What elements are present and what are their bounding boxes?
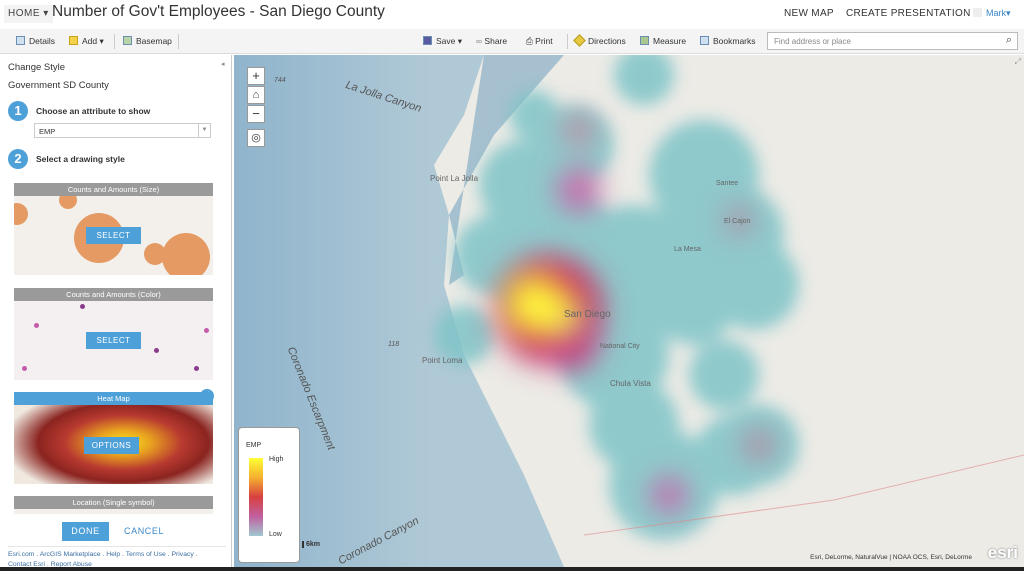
- scale-bar: 6km: [302, 541, 320, 548]
- home-menu[interactable]: HOME ▾: [4, 5, 53, 23]
- divider: [114, 34, 115, 49]
- home-extent-button[interactable]: ⌂: [247, 86, 265, 104]
- directions-icon: [573, 34, 586, 47]
- border-line: [583, 454, 1024, 536]
- footer-link[interactable]: Help: [106, 551, 121, 558]
- style-card-location[interactable]: Location (Single symbol): [14, 496, 213, 514]
- expand-icon[interactable]: ⤢: [1014, 57, 1021, 66]
- esri-logo: esri: [987, 543, 1018, 562]
- measure-icon: [640, 36, 649, 45]
- avatar: [973, 8, 982, 17]
- map-canvas: [234, 55, 1024, 567]
- step-2-badge: 2: [8, 149, 28, 169]
- map-view[interactable]: + ⌂ − ◎ 744 La Jolla Canyon Point La Jol…: [234, 55, 1024, 567]
- change-style-panel: Change Style ◂ Government SD County 1 Ch…: [0, 55, 232, 570]
- map-attribution: Esri, DeLorme, NaturalVue | NOAA OCS, Es…: [810, 554, 972, 561]
- app-header: HOME ▾ Number of Gov't Employees - San D…: [0, 0, 1024, 28]
- step-1-label: Choose an attribute to show: [36, 106, 151, 116]
- zoom-in-button[interactable]: +: [247, 67, 265, 85]
- user-name: Mark: [986, 8, 1006, 18]
- heat-hotspots: [494, 114, 775, 513]
- card-title: Heat Map: [14, 392, 213, 405]
- map-label: Point Loma: [422, 356, 463, 365]
- share-button[interactable]: ∞ Share: [476, 36, 508, 46]
- style-card-color[interactable]: Counts and Amounts (Color) SELECT: [14, 288, 213, 380]
- card-title: Counts and Amounts (Size): [14, 183, 213, 196]
- map-label: 744: [274, 77, 286, 84]
- step-2-label: Select a drawing style: [36, 154, 125, 164]
- map-label: National City: [600, 343, 640, 350]
- map-label: Santee: [716, 180, 739, 187]
- done-button[interactable]: DONE: [62, 522, 109, 541]
- map-label: San Diego: [564, 309, 611, 320]
- locate-icon: ◎: [251, 132, 261, 144]
- footer-link[interactable]: Report Abuse: [50, 561, 92, 568]
- cancel-button[interactable]: CANCEL: [124, 526, 165, 536]
- home-label: HOME: [8, 8, 40, 19]
- select-button[interactable]: SELECT: [86, 227, 141, 244]
- divider: [567, 34, 568, 49]
- bookmarks-button[interactable]: Bookmarks: [700, 36, 756, 46]
- legend-ramp: [249, 458, 263, 536]
- details-icon: [16, 36, 25, 45]
- directions-button[interactable]: Directions: [573, 34, 626, 47]
- details-button[interactable]: Details: [16, 36, 55, 46]
- footer-link[interactable]: Privacy: [171, 551, 194, 558]
- footer-link[interactable]: ArcGIS Marketplace: [39, 551, 101, 558]
- print-button[interactable]: ⎙ Print: [526, 36, 553, 46]
- panel-heading: Change Style: [8, 62, 66, 73]
- attribute-value: EMP: [39, 127, 56, 136]
- card-title: Location (Single symbol): [14, 496, 213, 509]
- search-input[interactable]: Find address or place ⌕: [767, 32, 1018, 50]
- footer-links: Esri.com . ArcGIS Marketplace . Help . T…: [8, 546, 226, 570]
- legend-low: Low: [269, 531, 282, 538]
- select-button[interactable]: SELECT: [86, 332, 141, 349]
- map-label: Point La Jolla: [430, 174, 479, 183]
- map-label: 118: [388, 341, 400, 348]
- footer-link[interactable]: Contact Esri: [8, 561, 46, 568]
- window-border: [0, 567, 1024, 571]
- save-button[interactable]: Save ▾: [423, 36, 462, 47]
- page-title: Number of Gov't Employees - San Diego Co…: [52, 3, 385, 20]
- map-label: La Mesa: [674, 246, 701, 253]
- user-menu[interactable]: Mark▾: [973, 8, 1011, 19]
- ocean: [234, 55, 564, 567]
- basemap-button[interactable]: Basemap: [123, 36, 172, 46]
- basemap-icon: [123, 36, 132, 45]
- style-card-size[interactable]: Counts and Amounts (Size) SELECT: [14, 183, 213, 275]
- save-icon: [423, 36, 432, 45]
- map-label: El Cajon: [724, 218, 751, 225]
- footer-link[interactable]: Esri.com: [8, 551, 35, 558]
- measure-button[interactable]: Measure: [640, 36, 686, 46]
- search-placeholder: Find address or place: [774, 37, 851, 46]
- collapse-icon[interactable]: ◂: [221, 61, 225, 68]
- locate-button[interactable]: ◎: [247, 129, 265, 147]
- chevron-down-icon: ▼: [198, 124, 210, 137]
- card-title: Counts and Amounts (Color): [14, 288, 213, 301]
- options-button[interactable]: OPTIONS: [84, 437, 139, 454]
- search-icon[interactable]: ⌕: [1005, 34, 1012, 46]
- new-map-link[interactable]: NEW MAP: [784, 8, 834, 19]
- zoom-out-button[interactable]: −: [247, 105, 265, 123]
- create-presentation-link[interactable]: CREATE PRESENTATION: [846, 8, 971, 19]
- legend: EMP High Low: [238, 427, 300, 563]
- legend-high: High: [269, 456, 284, 463]
- style-card-heat-map[interactable]: Heat Map OPTIONS: [14, 392, 213, 484]
- add-icon: [69, 36, 78, 45]
- print-icon: ⎙: [526, 36, 536, 46]
- step-1-badge: 1: [8, 101, 28, 121]
- divider: [178, 34, 179, 49]
- attribute-select[interactable]: EMP ▼: [34, 123, 211, 138]
- map-label: Chula Vista: [610, 379, 651, 388]
- layer-name: Government SD County: [8, 80, 109, 91]
- legend-field: EMP: [246, 442, 262, 449]
- bookmarks-icon: [700, 36, 709, 45]
- link-icon: ∞: [476, 36, 485, 46]
- add-button[interactable]: Add ▾: [69, 36, 104, 47]
- footer-link[interactable]: Terms of Use: [125, 551, 166, 558]
- home-icon: ⌂: [252, 89, 260, 101]
